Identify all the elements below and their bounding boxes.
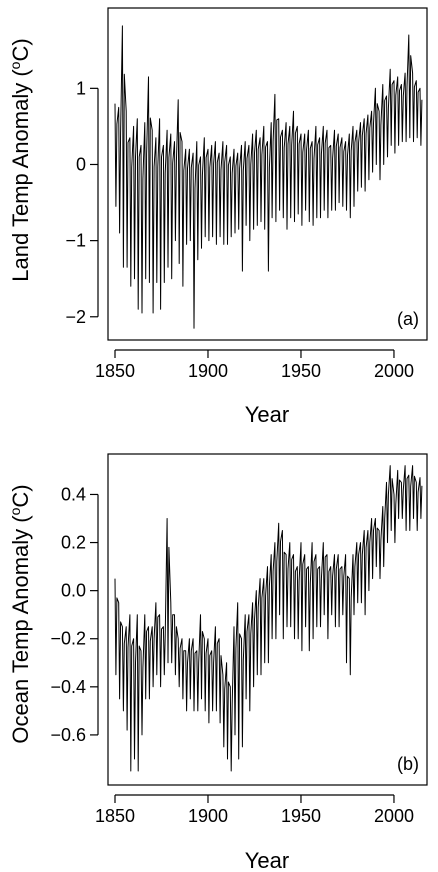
x-axis-label-a: Year xyxy=(245,402,289,427)
x-tick-label-a: 1900 xyxy=(188,361,228,381)
x-tick-label-a: 1950 xyxy=(281,361,321,381)
y-tick-label-a: 1 xyxy=(76,78,86,98)
x-tick-label-b: 1950 xyxy=(281,806,321,826)
y-tick-label-b: 0.4 xyxy=(61,484,86,504)
series-line-a xyxy=(114,25,423,329)
ocean-temp-chart: Ocean Temp Anomaly (oC) Year 1850 1900 195… xyxy=(7,453,428,872)
x-tick-label-a: 1850 xyxy=(95,361,135,381)
y-tick-label-b: −0.2 xyxy=(50,629,86,649)
series-line-b xyxy=(114,465,423,772)
panel-tag-b: (b) xyxy=(397,754,419,774)
x-axis-label-b: Year xyxy=(245,848,289,872)
y-tick-label-a: 0 xyxy=(76,154,86,174)
y-tick-label-a: −1 xyxy=(65,231,86,251)
plot-frame-b xyxy=(107,453,428,786)
y-tick-label-b: −0.4 xyxy=(50,677,86,697)
x-tick-label-b: 1900 xyxy=(188,806,228,826)
x-tick-label-b: 1850 xyxy=(95,806,135,826)
y-axis-label-b: Ocean Temp Anomaly (oC) xyxy=(7,484,33,743)
x-tick-label-b: 2000 xyxy=(374,806,414,826)
plot-frame-a xyxy=(107,7,428,341)
x-tick-label-a: 2000 xyxy=(374,361,414,381)
land-temp-chart: Land Temp Anomaly (oC) Year 1850 1900 1950… xyxy=(7,7,428,427)
y-tick-label-b: 0.2 xyxy=(61,533,86,553)
panel-tag-a: (a) xyxy=(397,309,419,329)
y-axis-label-a: Land Temp Anomaly (oC) xyxy=(7,38,33,281)
y-tick-label-b: −0.6 xyxy=(50,725,86,745)
y-tick-label-a: −2 xyxy=(65,307,86,327)
y-tick-label-b: 0.0 xyxy=(61,581,86,601)
